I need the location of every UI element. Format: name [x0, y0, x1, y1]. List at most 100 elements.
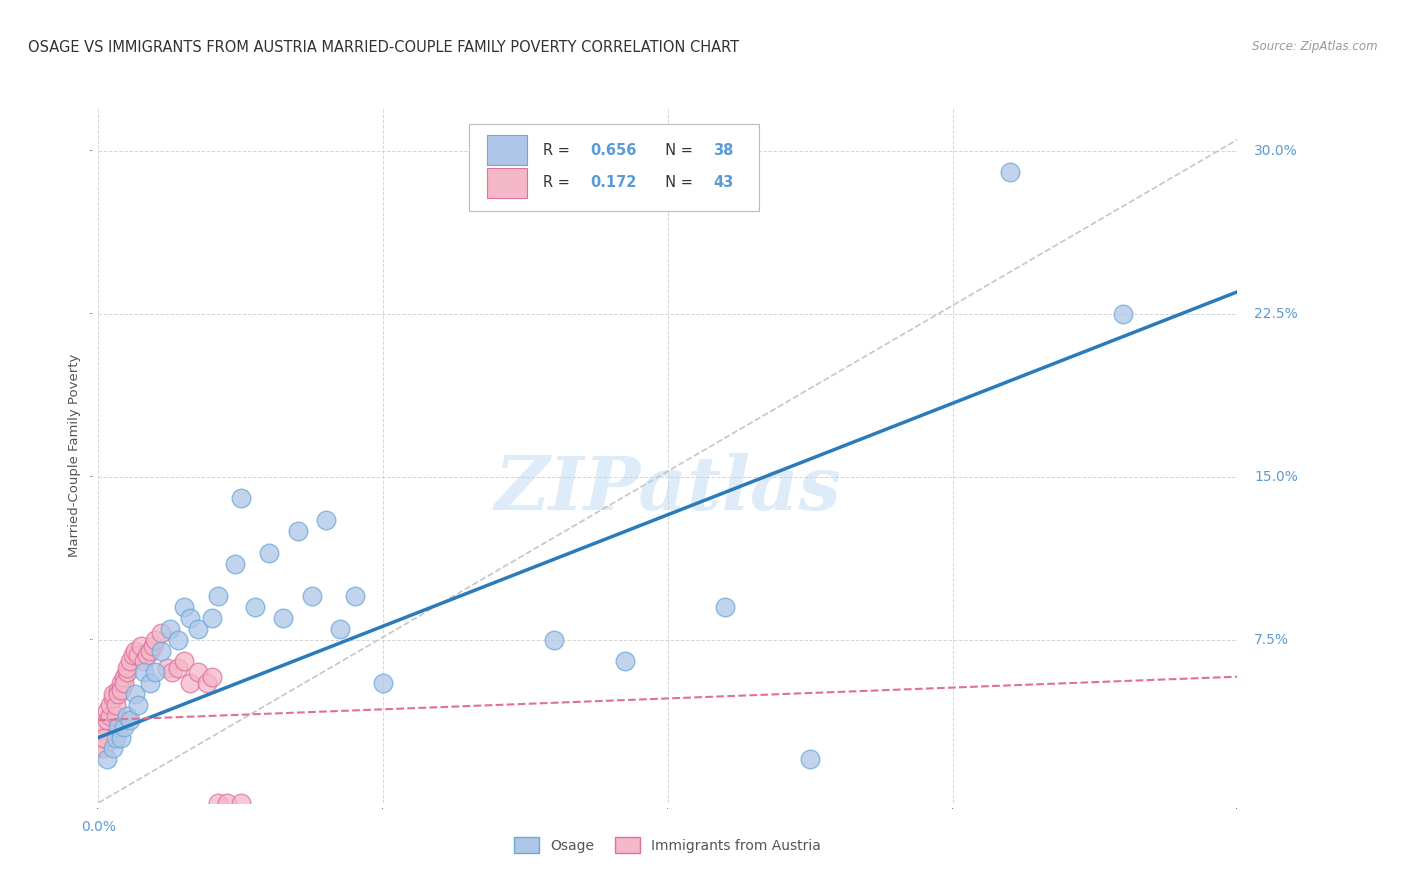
Text: 15.0%: 15.0% — [1254, 470, 1298, 483]
Point — [150, 643, 173, 657]
FancyBboxPatch shape — [486, 135, 527, 166]
Point — [301, 589, 323, 603]
Point — [799, 752, 821, 766]
Point — [96, 713, 118, 727]
Point — [87, 741, 110, 756]
Point — [115, 661, 138, 675]
Text: 7.5%: 7.5% — [1254, 632, 1289, 647]
Point — [159, 622, 181, 636]
Point — [135, 648, 157, 662]
Point — [543, 632, 565, 647]
FancyBboxPatch shape — [486, 168, 527, 198]
Text: N =: N = — [657, 176, 697, 190]
Point — [127, 698, 149, 712]
Point — [201, 611, 224, 625]
Point — [112, 670, 135, 684]
Point — [998, 165, 1021, 179]
Point — [315, 513, 337, 527]
Y-axis label: Married-Couple Family Poverty: Married-Couple Family Poverty — [69, 353, 82, 557]
Point — [98, 698, 121, 712]
Point — [162, 665, 184, 680]
Point — [207, 796, 229, 810]
Point — [150, 626, 173, 640]
Point — [145, 632, 167, 647]
Point — [121, 648, 143, 662]
Point — [343, 589, 366, 603]
Text: Source: ZipAtlas.com: Source: ZipAtlas.com — [1253, 40, 1378, 54]
Point — [127, 648, 149, 662]
Point — [101, 691, 124, 706]
Point — [141, 639, 163, 653]
Point — [224, 557, 246, 571]
Point — [115, 665, 138, 680]
Point — [167, 661, 190, 675]
Point — [132, 665, 155, 680]
Point — [714, 600, 737, 615]
Point — [229, 491, 252, 506]
Point — [115, 708, 138, 723]
Point — [98, 708, 121, 723]
Point — [187, 622, 209, 636]
Text: 0.656: 0.656 — [591, 143, 637, 158]
Point — [329, 622, 352, 636]
Text: OSAGE VS IMMIGRANTS FROM AUSTRIA MARRIED-COUPLE FAMILY POVERTY CORRELATION CHART: OSAGE VS IMMIGRANTS FROM AUSTRIA MARRIED… — [28, 40, 740, 55]
Point — [96, 705, 118, 719]
Point — [138, 643, 160, 657]
Point — [243, 600, 266, 615]
Point — [132, 655, 155, 669]
Point — [195, 676, 218, 690]
Text: 38: 38 — [713, 143, 734, 158]
Text: 0.0%: 0.0% — [82, 821, 115, 834]
Point — [173, 600, 195, 615]
Point — [273, 611, 295, 625]
Point — [614, 655, 637, 669]
Point — [373, 676, 395, 690]
Text: R =: R = — [543, 143, 574, 158]
Point — [156, 661, 179, 675]
Point — [124, 643, 146, 657]
Point — [110, 676, 132, 690]
Point — [101, 687, 124, 701]
Text: 43: 43 — [713, 176, 734, 190]
Point — [93, 731, 115, 745]
Point — [104, 708, 127, 723]
Text: N =: N = — [657, 143, 697, 158]
Point — [96, 752, 118, 766]
Point — [179, 611, 201, 625]
Point — [207, 589, 229, 603]
Point — [215, 796, 238, 810]
Point — [107, 720, 129, 734]
Point — [1112, 307, 1135, 321]
Point — [259, 546, 281, 560]
Point — [104, 698, 127, 712]
Point — [104, 731, 127, 745]
Legend: Osage, Immigrants from Austria: Osage, Immigrants from Austria — [509, 831, 827, 858]
Point — [167, 632, 190, 647]
Point — [287, 524, 309, 538]
Point — [110, 731, 132, 745]
Point — [179, 676, 201, 690]
Point — [90, 731, 112, 745]
FancyBboxPatch shape — [468, 124, 759, 211]
Text: 30.0%: 30.0% — [1254, 144, 1298, 158]
Point — [229, 796, 252, 810]
Point — [124, 687, 146, 701]
Point — [201, 670, 224, 684]
Point — [145, 665, 167, 680]
Point — [138, 676, 160, 690]
Point — [107, 682, 129, 697]
Point — [129, 639, 152, 653]
Point — [110, 682, 132, 697]
Point — [118, 655, 141, 669]
Point — [101, 741, 124, 756]
Point — [173, 655, 195, 669]
Text: 0.172: 0.172 — [591, 176, 637, 190]
Point — [187, 665, 209, 680]
Point — [90, 720, 112, 734]
Text: R =: R = — [543, 176, 574, 190]
Text: ZIPatlas: ZIPatlas — [495, 453, 841, 526]
Point — [107, 687, 129, 701]
Point — [118, 713, 141, 727]
Point — [112, 720, 135, 734]
Point — [93, 741, 115, 756]
